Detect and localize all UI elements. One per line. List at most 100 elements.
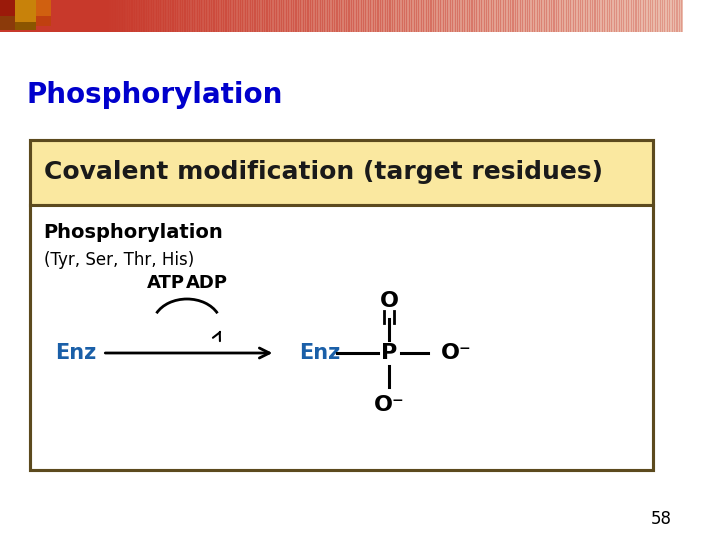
Bar (627, 0, 629, 32)
Bar (606, 0, 609, 32)
Bar (673, 0, 676, 32)
Bar (567, 0, 570, 32)
Bar (652, 0, 655, 32)
Bar (541, 0, 544, 32)
Bar (320, 0, 322, 32)
Text: ATP: ATP (147, 274, 185, 292)
Bar (410, 0, 413, 32)
Bar (400, 0, 402, 32)
Bar (395, 0, 397, 32)
Bar (538, 0, 541, 32)
Bar (107, 0, 110, 32)
Bar (620, 0, 623, 32)
Bar (225, 0, 228, 32)
Bar (593, 0, 595, 32)
Bar (181, 0, 184, 32)
Bar (615, 0, 618, 32)
Bar (557, 0, 559, 32)
Bar (610, 0, 613, 32)
Bar (228, 0, 230, 32)
Bar (584, 0, 587, 32)
Bar (377, 0, 380, 32)
Bar (489, 0, 491, 32)
Bar (142, 0, 145, 32)
Bar (656, 0, 659, 32)
Bar (120, 0, 122, 32)
Bar (472, 0, 474, 32)
Bar (189, 0, 192, 32)
Bar (251, 0, 253, 32)
Bar (192, 0, 194, 32)
Bar (249, 0, 252, 32)
Bar (260, 0, 262, 32)
Bar (485, 0, 488, 32)
Bar (345, 0, 348, 32)
Bar (407, 0, 409, 32)
Bar (463, 0, 466, 32)
Bar (214, 0, 216, 32)
Bar (36, 16, 51, 26)
Bar (356, 0, 358, 32)
Bar (564, 0, 567, 32)
Bar (193, 0, 196, 32)
Bar (178, 0, 180, 32)
Bar (374, 0, 377, 32)
Bar (372, 0, 375, 32)
Bar (361, 0, 363, 32)
Bar (396, 0, 399, 32)
Bar (111, 0, 114, 32)
Bar (601, 0, 604, 32)
Bar (497, 0, 500, 32)
Bar (403, 0, 406, 32)
Bar (487, 0, 490, 32)
Bar (453, 0, 455, 32)
Bar (574, 0, 577, 32)
Bar (682, 0, 684, 32)
Bar (618, 0, 621, 32)
Bar (295, 0, 298, 32)
Bar (299, 0, 302, 32)
Bar (451, 0, 454, 32)
Bar (200, 0, 202, 32)
Bar (152, 0, 155, 32)
Bar (647, 0, 650, 32)
Bar (125, 0, 127, 32)
Bar (617, 0, 619, 32)
Bar (632, 0, 635, 32)
Bar (595, 0, 597, 32)
Bar (565, 0, 568, 32)
Bar (423, 0, 426, 32)
Text: 58: 58 (651, 510, 672, 528)
Bar (513, 0, 516, 32)
Bar (30, 140, 653, 205)
Bar (477, 0, 480, 32)
Bar (475, 0, 477, 32)
Bar (282, 0, 284, 32)
Bar (330, 0, 333, 32)
Bar (516, 0, 518, 32)
Bar (179, 0, 182, 32)
Bar (284, 0, 287, 32)
Bar (413, 0, 416, 32)
Bar (663, 0, 665, 32)
Bar (415, 0, 418, 32)
Bar (290, 0, 293, 32)
Bar (150, 0, 153, 32)
Bar (576, 0, 578, 32)
Bar (603, 0, 606, 32)
Bar (402, 0, 404, 32)
Bar (316, 0, 319, 32)
Bar (634, 0, 636, 32)
Bar (629, 0, 631, 32)
Bar (169, 0, 172, 32)
Bar (271, 0, 274, 32)
Bar (560, 0, 563, 32)
Bar (106, 0, 109, 32)
Bar (263, 0, 266, 32)
Bar (600, 0, 603, 32)
Bar (473, 0, 476, 32)
Bar (30, 140, 653, 470)
Bar (336, 0, 339, 32)
Bar (462, 0, 464, 32)
Bar (266, 0, 269, 32)
